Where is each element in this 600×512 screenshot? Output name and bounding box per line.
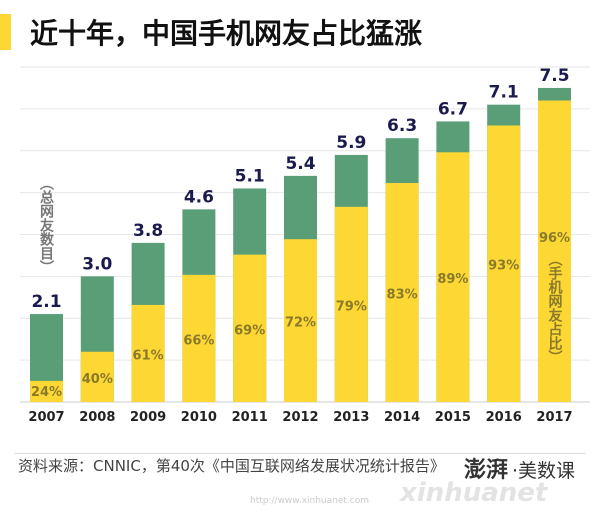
bar-mobile bbox=[385, 183, 419, 402]
total-label: 6.3 bbox=[387, 116, 417, 136]
x-tick-label: 2014 bbox=[384, 410, 420, 425]
total-label: 6.7 bbox=[438, 99, 468, 119]
bar-mobile bbox=[284, 239, 317, 402]
total-label: 3.0 bbox=[82, 254, 112, 274]
share-label: 93% bbox=[488, 259, 519, 274]
x-tick-label: 2007 bbox=[28, 410, 64, 425]
x-tick-label: 2010 bbox=[181, 410, 217, 425]
x-tick-label: 2012 bbox=[282, 410, 318, 425]
x-tick-label: 2011 bbox=[232, 410, 268, 425]
bar-chart: 2.1 24% 2007 3.0 40% 2008 3.8 61% 2009 4.6 66% 2010… bbox=[20, 66, 590, 425]
bar-mobile bbox=[131, 304, 165, 402]
total-label: 5.1 bbox=[235, 166, 265, 186]
total-label: 3.8 bbox=[133, 221, 163, 241]
total-label: 7.1 bbox=[489, 83, 519, 103]
share-label: 89% bbox=[437, 272, 468, 287]
title-accent-bar bbox=[0, 14, 11, 50]
total-label: 5.9 bbox=[336, 133, 366, 153]
bar-mobile bbox=[233, 254, 267, 402]
chart-title: 近十年，中国手机网友占比猛涨 bbox=[30, 17, 423, 50]
share-label: 66% bbox=[183, 333, 214, 348]
share-label: 83% bbox=[387, 288, 418, 303]
share-label: 69% bbox=[234, 323, 265, 338]
total-label: 7.5 bbox=[539, 66, 569, 86]
share-label: 24% bbox=[31, 385, 62, 400]
bar-mobile bbox=[80, 351, 114, 402]
x-tick-label: 2016 bbox=[486, 410, 522, 425]
brand-sub-logo: ·美数课 bbox=[512, 460, 576, 482]
bar-mobile bbox=[487, 125, 521, 402]
total-series-label: （总网友数目） bbox=[38, 176, 55, 274]
bar-mobile bbox=[334, 206, 368, 402]
share-label: 61% bbox=[133, 348, 164, 363]
source-note: 资料来源：CNNIC，第40次《中国互联网络发展状况统计报告》 bbox=[18, 457, 445, 475]
share-label: 96% bbox=[539, 231, 570, 246]
bar-mobile bbox=[538, 100, 571, 402]
bar-mobile bbox=[182, 274, 216, 402]
share-label: 79% bbox=[336, 299, 367, 314]
share-label: 72% bbox=[285, 316, 316, 331]
share-label: 40% bbox=[82, 372, 113, 387]
x-tick-label: 2013 bbox=[333, 410, 369, 425]
x-tick-label: 2008 bbox=[79, 410, 115, 425]
bar-mobile bbox=[30, 380, 63, 402]
x-tick-label: 2015 bbox=[435, 410, 471, 425]
total-label: 5.4 bbox=[285, 154, 315, 174]
x-tick-label: 2009 bbox=[130, 410, 166, 425]
watermark: xinhuanet bbox=[400, 478, 548, 508]
watermark-url: http://www.xinhuanet.com bbox=[250, 496, 369, 506]
total-label: 2.1 bbox=[31, 292, 61, 312]
bar-mobile bbox=[436, 152, 470, 402]
footer-divider bbox=[14, 453, 586, 454]
total-label: 4.6 bbox=[184, 187, 214, 207]
x-tick-label: 2017 bbox=[536, 410, 572, 425]
mobile-series-label: （手机网友占比） bbox=[547, 252, 564, 364]
brand-logo: 澎湃 bbox=[464, 457, 509, 483]
